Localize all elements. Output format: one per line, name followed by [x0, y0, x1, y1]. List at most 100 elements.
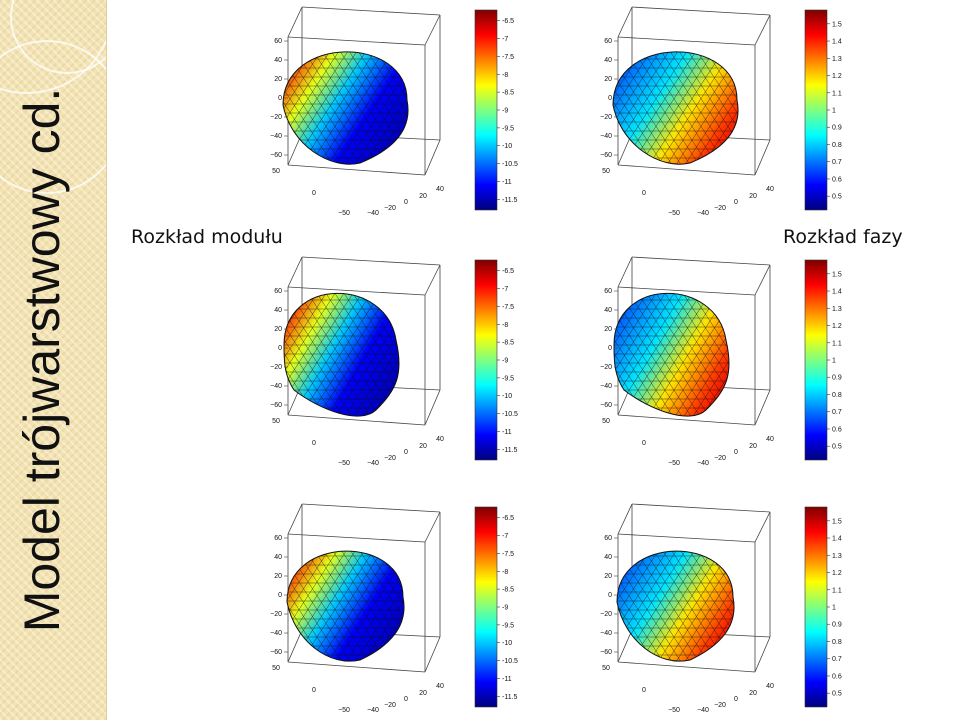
mesh-line: [639, 293, 730, 417]
z-tick-label: −20: [600, 114, 612, 121]
mesh-line: [729, 51, 739, 165]
mesh-line: [613, 51, 739, 165]
mesh-line: [240, 5, 243, 220]
axis-box-edge: [287, 256, 303, 288]
colorbar: [804, 506, 828, 708]
mesh-line: [508, 5, 540, 220]
figure-modulus-middle: 60 40 20 0 −20 −40 −60 50 0 −50 −40 −20 0 20 40 -6.5 -7 -…: [240, 255, 540, 470]
z-tick-label: 40: [274, 57, 282, 64]
mesh-line: [287, 551, 361, 662]
colorbar-tick-label: 1.5: [832, 271, 842, 278]
mesh-line: [865, 255, 870, 470]
axis-box-edge: [631, 256, 771, 266]
mesh-line: [856, 502, 870, 717]
colorbar-tick-label: -8: [502, 72, 508, 79]
mesh-line: [617, 551, 691, 662]
axis-box-edge: [617, 414, 756, 426]
z-tick-label: 60: [274, 288, 282, 295]
mesh-line: [856, 255, 870, 470]
depth-tick-label: 0: [642, 687, 646, 694]
axis-box-edge: [287, 414, 426, 426]
mesh-line: [240, 502, 279, 717]
colorbar-tick-label: 0.5: [832, 691, 842, 698]
mesh-line: [570, 5, 591, 220]
mesh-line: [570, 255, 600, 470]
z-tick-label: −20: [600, 364, 612, 371]
mesh-line: [390, 293, 400, 417]
axis-box-edge: [631, 503, 771, 513]
mesh-line: [535, 255, 540, 470]
mesh-line: [570, 255, 573, 470]
mesh-line: [283, 51, 361, 165]
axis-box-edge: [754, 389, 771, 426]
mesh-line: [865, 5, 870, 220]
mesh-line: [517, 255, 540, 470]
colorbar-tick-label: -11: [502, 429, 512, 436]
mesh-line: [570, 5, 609, 220]
mesh-line: [865, 502, 870, 717]
mesh-line: [309, 551, 405, 662]
z-tick-label: 60: [604, 288, 612, 295]
axis-box-edge: [631, 6, 771, 16]
mesh-line: [613, 51, 700, 165]
z-tick-label: 40: [274, 307, 282, 314]
colorbar-tick-label: -11: [502, 179, 512, 186]
mesh-line: [621, 551, 735, 662]
axis-box-edge: [424, 264, 441, 296]
colorbar-tick-label: -7: [502, 36, 508, 43]
mesh-line: [720, 293, 730, 417]
colorbar-tick-label: -7.5: [502, 54, 514, 61]
mesh-line: [508, 255, 540, 470]
mesh-line: [617, 551, 700, 662]
mesh-line: [526, 255, 540, 470]
mesh-line: [847, 502, 870, 717]
z-tick-label: 60: [604, 535, 612, 542]
axis-box-edge: [424, 511, 441, 543]
head-plot-svg: 60 40 20 0 −20 −40 −60 50 0 −50 −40 −20 0 20 40 -6.5 -7 -…: [240, 5, 540, 220]
mesh-line: [657, 293, 730, 417]
mesh-line: [570, 5, 582, 220]
x-tick-label: 0: [734, 449, 738, 456]
x-tick-label: 0: [404, 199, 408, 206]
colorbar-tick-label: 1: [832, 108, 836, 115]
z-tick-label: 20: [274, 76, 282, 83]
head-plot-svg: 60 40 20 0 −20 −40 −60 50 0 −50 −40 −20 0 20 40 1.5 1.4 1…: [570, 5, 870, 220]
mesh-line: [318, 551, 405, 662]
mesh-line: [287, 551, 388, 662]
colorbar-tick-label: -9: [502, 108, 508, 115]
z-tick-label: 0: [278, 345, 282, 352]
z-tick-label: 20: [604, 76, 612, 83]
colorbar-tick-label: 1.1: [832, 587, 842, 594]
mesh-line: [399, 51, 409, 165]
mesh-line: [300, 293, 400, 417]
colorbar-tick-label: 0.5: [832, 194, 842, 201]
mesh-line: [240, 5, 261, 220]
depth-tick-label: −50: [338, 707, 350, 714]
x-tick-label: 0: [734, 199, 738, 206]
mesh-line: [240, 5, 261, 220]
mesh-line: [617, 551, 718, 662]
x-tick-label: −20: [714, 455, 726, 462]
mesh-line: [526, 5, 540, 220]
mesh-line: [657, 51, 739, 165]
mesh-line: [570, 502, 573, 717]
mesh-line: [283, 51, 388, 165]
mesh-line: [570, 255, 591, 470]
mesh-line: [240, 255, 261, 470]
axis-box-edge: [424, 389, 441, 426]
mesh-line: [838, 5, 870, 220]
figure-phase-bottom: 60 40 20 0 −20 −40 −60 50 0 −50 −40 −20 0 20 40 1.5 1.4 1…: [570, 502, 870, 717]
mesh-line: [570, 502, 600, 717]
mesh-line: [570, 5, 582, 220]
mesh-line: [240, 5, 252, 220]
mesh-line: [614, 293, 727, 417]
head-plot-svg: 60 40 20 0 −20 −40 −60 50 0 −50 −40 −20 0 20 40 1.5 1.4 1…: [570, 255, 870, 470]
figure-modulus-top: 60 40 20 0 −20 −40 −60 50 0 −50 −40 −20 0 20 40 -6.5 -7 -…: [240, 5, 540, 220]
colorbar-tick-label: -9.5: [502, 125, 514, 132]
mesh-line: [838, 255, 870, 470]
axis-box-edge: [301, 6, 441, 16]
mesh-line: [838, 5, 870, 220]
colorbar: [804, 259, 828, 461]
mesh-line: [847, 5, 870, 220]
mesh-line: [490, 502, 540, 717]
